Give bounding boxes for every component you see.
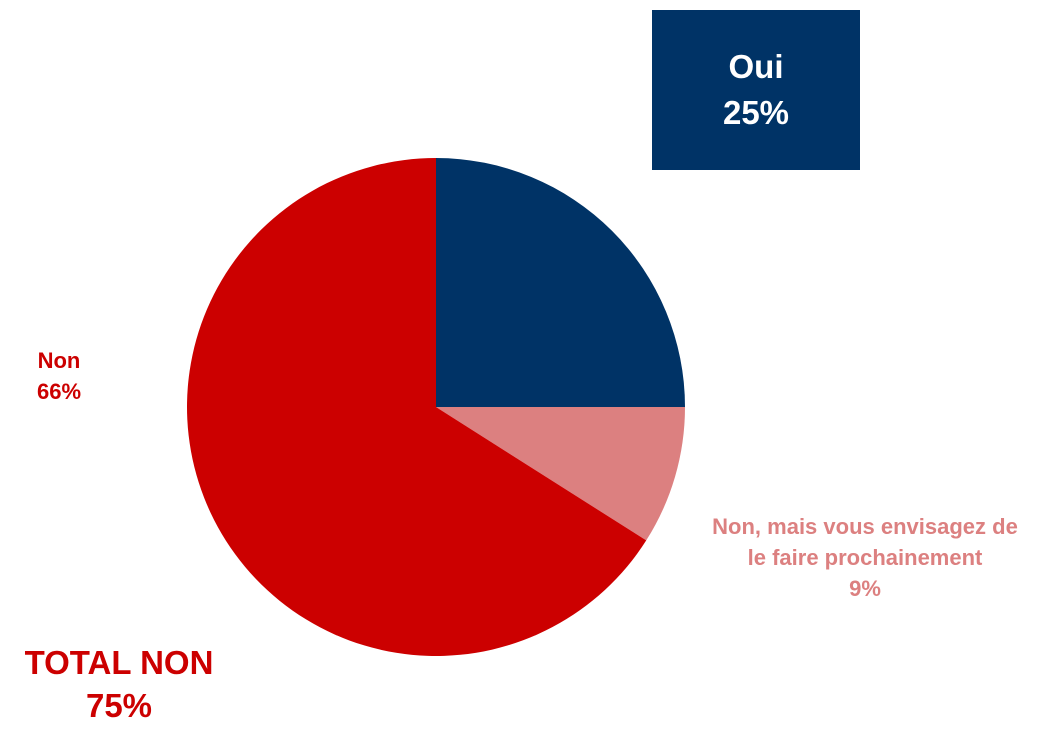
total-non-label: TOTAL NON 75% [10,642,228,728]
slice-label-envisage: Non, mais vous envisagez de le faire pro… [670,512,1060,604]
slice-label-non: Non 66% [14,346,104,408]
pie-slice-1 [436,407,685,541]
slice-label-non-value: 66% [36,378,82,404]
slice-label-envisage-line2: le faire prochainement [747,544,983,570]
slice-label-oui: Oui 25% [652,10,860,170]
total-non-name: TOTAL NON [24,644,214,681]
slice-label-envisage-value: 9% [849,575,881,601]
pie-slice-0 [436,158,685,407]
slice-label-oui-name: Oui [728,47,784,85]
pie-slice-2 [187,158,647,656]
slice-label-envisage-line1: Non, mais vous envisagez de [712,514,1018,539]
total-non-value: 75% [85,686,153,724]
slice-label-non-name: Non [37,348,81,373]
slice-label-oui-value: 25% [722,94,790,131]
